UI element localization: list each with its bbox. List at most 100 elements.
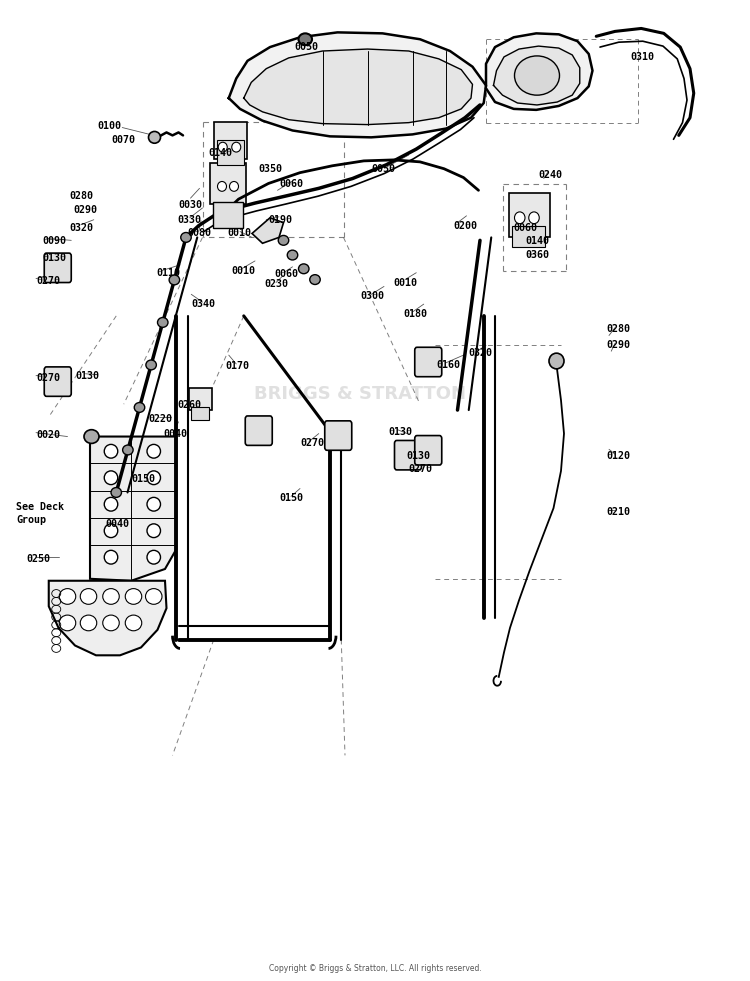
Text: 0360: 0360 bbox=[525, 250, 549, 260]
Ellipse shape bbox=[122, 445, 134, 455]
Ellipse shape bbox=[59, 615, 76, 631]
Text: 0080: 0080 bbox=[188, 229, 211, 238]
Ellipse shape bbox=[147, 497, 160, 511]
Bar bbox=[210, 163, 246, 204]
Text: 0270: 0270 bbox=[36, 276, 60, 285]
Text: 0130: 0130 bbox=[388, 427, 412, 437]
Ellipse shape bbox=[146, 589, 162, 604]
Ellipse shape bbox=[298, 33, 312, 45]
Ellipse shape bbox=[278, 235, 289, 245]
Text: 0060: 0060 bbox=[274, 269, 298, 279]
Polygon shape bbox=[90, 437, 176, 581]
Polygon shape bbox=[494, 46, 580, 105]
Text: 0270: 0270 bbox=[300, 439, 324, 448]
Ellipse shape bbox=[59, 589, 76, 604]
Ellipse shape bbox=[147, 444, 160, 458]
Text: 0180: 0180 bbox=[404, 309, 427, 319]
Ellipse shape bbox=[298, 264, 309, 274]
Ellipse shape bbox=[549, 353, 564, 369]
Ellipse shape bbox=[104, 444, 118, 458]
Text: 0140: 0140 bbox=[209, 148, 232, 158]
Text: 0040: 0040 bbox=[164, 429, 188, 439]
Ellipse shape bbox=[181, 232, 191, 242]
Text: 0300: 0300 bbox=[360, 291, 384, 301]
Text: 0270: 0270 bbox=[408, 464, 432, 474]
Text: 0050: 0050 bbox=[294, 42, 318, 52]
Text: 0130: 0130 bbox=[406, 451, 430, 461]
Text: 0270: 0270 bbox=[36, 373, 60, 383]
Ellipse shape bbox=[80, 615, 97, 631]
Text: 0170: 0170 bbox=[225, 361, 249, 371]
Ellipse shape bbox=[80, 589, 97, 604]
Ellipse shape bbox=[125, 615, 142, 631]
Ellipse shape bbox=[104, 471, 118, 485]
Ellipse shape bbox=[529, 212, 539, 224]
Text: 0280: 0280 bbox=[70, 191, 94, 201]
Ellipse shape bbox=[218, 142, 227, 152]
Bar bbox=[512, 226, 544, 247]
Polygon shape bbox=[252, 218, 284, 243]
Ellipse shape bbox=[287, 250, 298, 260]
Text: 0320: 0320 bbox=[70, 223, 94, 232]
Ellipse shape bbox=[146, 360, 156, 370]
Text: 0140: 0140 bbox=[525, 236, 549, 246]
Ellipse shape bbox=[170, 275, 180, 284]
Ellipse shape bbox=[125, 589, 142, 604]
Ellipse shape bbox=[103, 615, 119, 631]
Polygon shape bbox=[229, 32, 486, 137]
Text: 0290: 0290 bbox=[606, 340, 630, 350]
Ellipse shape bbox=[104, 550, 118, 564]
Text: 0240: 0240 bbox=[538, 170, 562, 180]
FancyBboxPatch shape bbox=[325, 421, 352, 450]
Text: BRIGGS & STRATTON: BRIGGS & STRATTON bbox=[254, 386, 466, 403]
Text: 0190: 0190 bbox=[268, 215, 292, 225]
Text: 0210: 0210 bbox=[606, 507, 630, 517]
Ellipse shape bbox=[217, 181, 226, 191]
Text: 0120: 0120 bbox=[606, 451, 630, 461]
Ellipse shape bbox=[134, 402, 145, 412]
Ellipse shape bbox=[514, 56, 560, 95]
FancyBboxPatch shape bbox=[394, 440, 422, 470]
Text: Copyright © Briggs & Stratton, LLC. All rights reserved.: Copyright © Briggs & Stratton, LLC. All … bbox=[268, 963, 482, 973]
Text: 0250: 0250 bbox=[26, 554, 50, 564]
Text: 0090: 0090 bbox=[43, 236, 67, 246]
Ellipse shape bbox=[514, 212, 525, 224]
Text: See Deck: See Deck bbox=[16, 502, 64, 512]
Text: 0150: 0150 bbox=[279, 493, 303, 503]
Text: 0340: 0340 bbox=[191, 299, 215, 309]
FancyBboxPatch shape bbox=[44, 367, 71, 396]
Ellipse shape bbox=[84, 430, 99, 443]
Bar bbox=[191, 407, 209, 420]
Text: 0030: 0030 bbox=[178, 200, 203, 210]
Text: 0220: 0220 bbox=[148, 414, 172, 424]
Text: 0060: 0060 bbox=[514, 223, 538, 232]
Ellipse shape bbox=[148, 131, 160, 143]
Text: 0050: 0050 bbox=[371, 164, 395, 174]
Ellipse shape bbox=[103, 589, 119, 604]
Text: 0160: 0160 bbox=[436, 360, 460, 370]
Bar bbox=[214, 122, 248, 159]
Text: 0150: 0150 bbox=[131, 474, 155, 484]
Text: 0010: 0010 bbox=[231, 266, 255, 276]
Ellipse shape bbox=[147, 550, 160, 564]
Ellipse shape bbox=[158, 318, 168, 328]
Text: 0350: 0350 bbox=[259, 164, 283, 174]
Text: 0260: 0260 bbox=[177, 400, 201, 410]
FancyBboxPatch shape bbox=[415, 436, 442, 465]
Polygon shape bbox=[244, 49, 472, 125]
Text: 0310: 0310 bbox=[630, 52, 654, 62]
Text: 0290: 0290 bbox=[74, 205, 98, 215]
Text: 0010: 0010 bbox=[393, 278, 417, 287]
Ellipse shape bbox=[147, 524, 160, 538]
Ellipse shape bbox=[230, 181, 238, 191]
FancyBboxPatch shape bbox=[245, 416, 272, 445]
Text: 0130: 0130 bbox=[75, 371, 99, 381]
Ellipse shape bbox=[232, 142, 241, 152]
Bar bbox=[509, 193, 550, 237]
Text: 0330: 0330 bbox=[177, 215, 201, 225]
Text: 0040: 0040 bbox=[105, 519, 129, 529]
Text: 0200: 0200 bbox=[453, 221, 477, 231]
Ellipse shape bbox=[111, 488, 122, 497]
Ellipse shape bbox=[104, 524, 118, 538]
Ellipse shape bbox=[310, 275, 320, 284]
